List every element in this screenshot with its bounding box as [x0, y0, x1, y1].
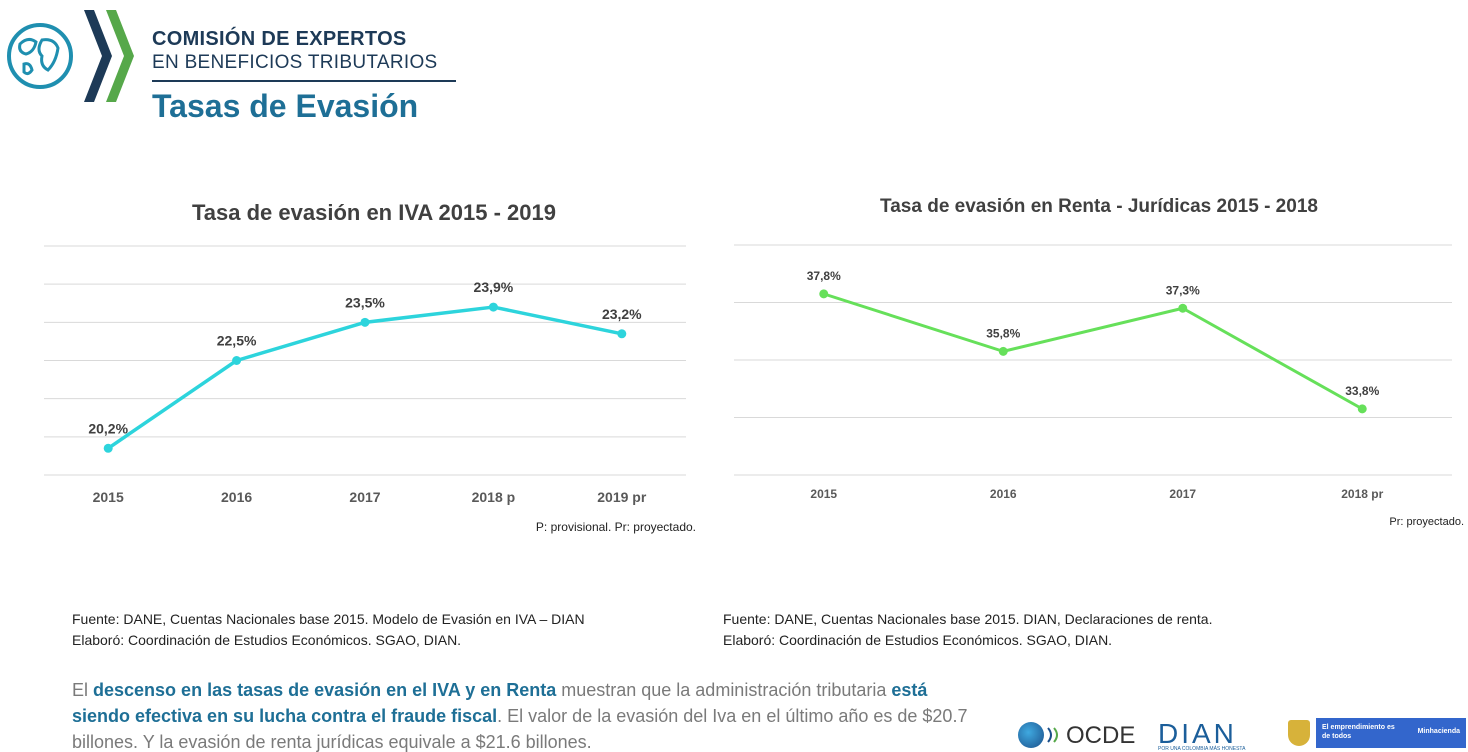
series-line — [823, 292, 1363, 411]
data-label: 37,3% — [1166, 283, 1200, 297]
x-tick-label: 2017 — [349, 489, 380, 505]
source-line: Fuente: DANE, Cuentas Nacionales base 20… — [72, 611, 585, 627]
x-tick-label: 2019 pr — [597, 489, 647, 505]
summary-paragraph: El descenso en las tasas de evasión en e… — [72, 677, 972, 752]
data-label: 33,8% — [1345, 384, 1379, 398]
org-name-line1: COMISIÓN DE EXPERTOS — [152, 28, 407, 50]
x-tick-label: 2018 p — [472, 489, 516, 505]
data-point — [360, 317, 370, 327]
x-tick-label: 2016 — [221, 489, 252, 505]
minhacienda-badge: El emprendimiento es de todos Minhaciend… — [1316, 718, 1466, 748]
renta-source-note: Fuente: DANE, Cuentas Nacionales base 20… — [723, 609, 1213, 651]
data-label: 20,2% — [88, 420, 128, 436]
data-point — [1178, 303, 1188, 313]
source-line: Fuente: DANE, Cuentas Nacionales base 20… — [723, 611, 1213, 627]
credit-line: Elaboró: Coordinación de Estudios Económ… — [723, 632, 1113, 648]
iva-evasion-chart: Tasa de evasión en IVA 2015 - 2019 20,2%… — [44, 190, 704, 540]
header: COMISIÓN DE EXPERTOS EN BENEFICIOS TRIBU… — [0, 0, 470, 130]
ocde-arcs-icon — [1047, 727, 1058, 743]
data-label: 35,8% — [986, 326, 1020, 340]
data-point — [488, 302, 498, 312]
dian-logo-text: DIAN — [1158, 718, 1237, 749]
data-label: 37,8% — [807, 269, 841, 283]
renta-evasion-plot: 37,8% 2015 35,8% 2016 37,3% 2017 33,8% 2018 pr — [734, 244, 1452, 501]
summary-text: muestran que la administración tributari… — [556, 680, 892, 700]
data-point — [617, 329, 627, 339]
data-label: 23,9% — [474, 279, 514, 295]
chart-note: Pr: proyectado. — [1389, 516, 1464, 528]
chart-title: Tasa de evasión en IVA 2015 - 2019 — [191, 200, 556, 225]
credit-line: Elaboró: Coordinación de Estudios Económ… — [72, 632, 462, 648]
badge-slogan: El emprendimiento es de todos — [1322, 724, 1395, 740]
chart-title: Tasa de evasión en Renta - Jurídicas 201… — [880, 196, 1318, 217]
summary-highlight: está siendo efectiva en su lucha contra … — [72, 680, 928, 726]
x-tick-label: 2016 — [990, 487, 1017, 501]
x-tick-label: 2018 pr — [1341, 487, 1383, 501]
summary-text: . El valor de la evasión del Iva en el ú… — [72, 706, 968, 752]
header-divider — [152, 80, 456, 82]
renta-evasion-chart: Tasa de evasión en Renta - Jurídicas 201… — [734, 190, 1464, 540]
x-tick-label: 2017 — [1169, 487, 1196, 501]
chevron-logo-icon — [84, 10, 134, 102]
data-point — [819, 289, 829, 299]
iva-evasion-plot: 20,2% 2015 22,5% 2016 23,5% 2017 23,9% 2018 p 23… — [44, 245, 686, 505]
page-title: Tasas de Evasión — [152, 88, 419, 124]
series-line — [107, 305, 623, 450]
ocde-logo-text: OCDE — [1066, 722, 1136, 749]
iva-source-note: Fuente: DANE, Cuentas Nacionales base 20… — [72, 609, 585, 651]
data-point — [1357, 404, 1367, 414]
summary-highlight: descenso en las tasas de evasión en el I… — [93, 680, 557, 700]
data-point — [232, 356, 242, 365]
badge-brand: Minhacienda — [1417, 728, 1460, 735]
x-tick-label: 2015 — [93, 489, 124, 505]
data-label: 23,2% — [602, 306, 642, 322]
org-name-line2: EN BENEFICIOS TRIBUTARIOS — [152, 52, 438, 73]
data-label: 22,5% — [217, 333, 257, 349]
dian-tagline: POR UNA COLOMBIA MÁS HONESTA — [1158, 746, 1246, 752]
partner-logos: OCDE DIAN POR UNA COLOMBIA MÁS HONESTA E… — [1018, 716, 1468, 752]
coat-of-arms-icon — [1288, 720, 1310, 746]
data-point — [998, 346, 1008, 356]
chart-note: P: provisional. Pr: proyectado. — [535, 520, 696, 534]
globe-logo-icon — [7, 23, 73, 89]
data-point — [103, 443, 113, 453]
summary-text: El — [72, 680, 94, 700]
data-label: 23,5% — [345, 294, 385, 310]
ocde-globe-icon — [1018, 722, 1044, 748]
x-tick-label: 2015 — [810, 487, 837, 501]
